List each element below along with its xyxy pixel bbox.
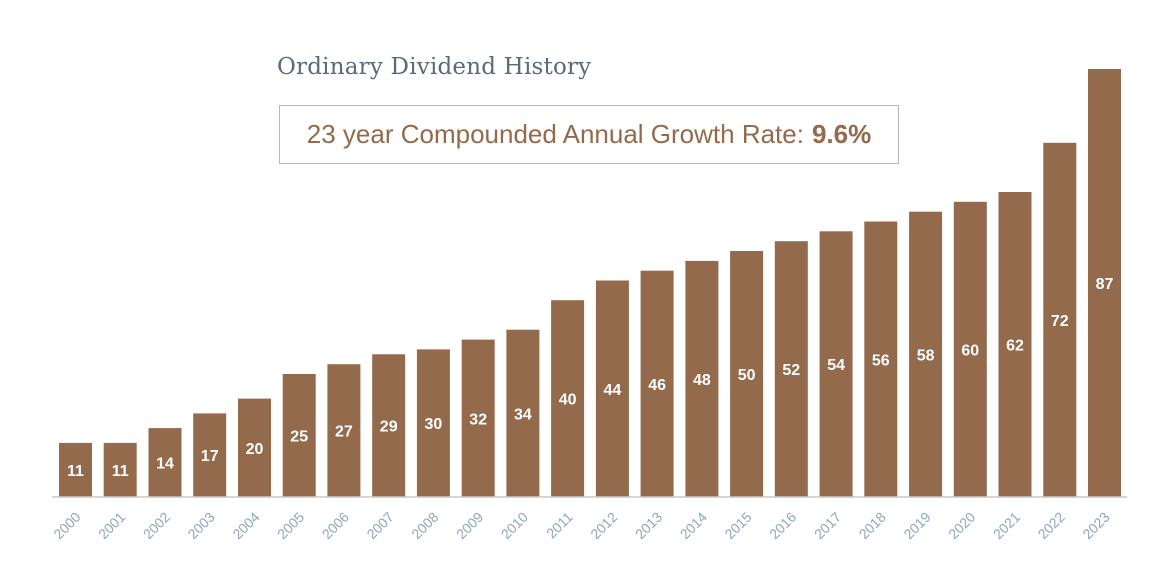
x-tick-label-2000: 2000 (50, 509, 83, 542)
bar-2009 (461, 339, 495, 497)
bar-value-label-2009: 32 (469, 411, 487, 428)
bar-value-label-2019: 58 (917, 347, 935, 364)
x-tick-label-2004: 2004 (229, 509, 262, 542)
bar-2018 (864, 221, 898, 497)
bars-group (59, 69, 1121, 498)
bar-value-label-2002: 14 (156, 456, 174, 473)
x-tick-label-2010: 2010 (498, 509, 531, 542)
bar-value-label-2005: 25 (290, 429, 308, 446)
bar-value-label-2014: 48 (693, 372, 711, 389)
bar-value-label-2021: 62 (1006, 338, 1024, 355)
bar-value-label-2015: 50 (738, 367, 756, 384)
x-tick-label-2023: 2023 (1079, 509, 1112, 542)
bar-value-label-2004: 20 (246, 441, 264, 458)
bar-2003 (193, 413, 227, 497)
bar-2008 (416, 349, 450, 497)
bar-value-label-2018: 56 (872, 352, 890, 369)
x-tick-label-2018: 2018 (856, 509, 889, 542)
bar-2015 (730, 251, 764, 497)
bar-2002 (148, 428, 182, 497)
x-tick-label-2001: 2001 (95, 509, 128, 542)
x-tick-label-2012: 2012 (587, 509, 620, 542)
bar-value-label-2020: 60 (961, 342, 979, 359)
bar-value-label-2022: 72 (1051, 313, 1069, 330)
x-tick-label-2003: 2003 (184, 509, 217, 542)
bar-2023 (1088, 69, 1121, 497)
bar-value-label-2001: 11 (112, 463, 129, 480)
bar-2010 (506, 329, 540, 497)
x-tick-label-2007: 2007 (363, 509, 396, 542)
bar-2001 (103, 442, 137, 497)
bar-2005 (282, 374, 316, 497)
bar-2012 (595, 280, 629, 497)
bar-value-label-2012: 44 (604, 382, 622, 399)
x-tick-label-2019: 2019 (900, 509, 933, 542)
chart-title: Ordinary Dividend History (277, 54, 592, 80)
bar-value-label-2007: 29 (380, 419, 398, 436)
bar-2011 (551, 300, 585, 497)
bar-value-label-2008: 30 (425, 416, 443, 433)
bar-2022 (1043, 142, 1077, 498)
bar-2021 (998, 192, 1032, 497)
x-tick-label-2011: 2011 (543, 509, 576, 542)
bar-2006 (327, 364, 361, 497)
x-tick-label-2017: 2017 (811, 509, 844, 542)
bar-value-label-2000: 11 (67, 463, 84, 480)
x-tick-label-2008: 2008 (408, 509, 441, 542)
bar-2007 (372, 354, 406, 497)
x-tick-label-2006: 2006 (319, 509, 352, 542)
bar-value-label-2010: 34 (514, 406, 532, 423)
cagr-value: 9.6% (811, 119, 872, 149)
x-tick-label-2005: 2005 (274, 509, 307, 542)
bar-2000 (59, 442, 92, 497)
cagr-box: 23 year Compounded Annual Growth Rate: 9… (279, 105, 899, 164)
x-tick-label-2021: 2021 (990, 509, 1023, 542)
bar-2013 (640, 270, 674, 497)
bar-value-label-2016: 52 (782, 362, 800, 379)
x-tick-label-2020: 2020 (945, 509, 978, 542)
bar-2014 (685, 260, 719, 497)
bar-value-label-2011: 40 (559, 392, 577, 409)
bar-value-label-2003: 17 (201, 448, 219, 465)
x-tick-label-2013: 2013 (632, 509, 665, 542)
x-tick-label-2015: 2015 (721, 509, 754, 542)
x-tick-label-2014: 2014 (677, 509, 710, 542)
bar-2017 (819, 231, 853, 498)
bar-2020 (953, 201, 987, 498)
bar-2019 (909, 211, 943, 497)
bar-value-label-2013: 46 (648, 377, 666, 394)
bar-value-label-2006: 27 (335, 424, 353, 441)
bar-labels-group: 11 11 14 17 20 25 27 29 30 32 34 40 44 46 48 50 52 54 56 58… (67, 276, 1113, 480)
bar-value-label-2017: 54 (827, 357, 845, 374)
cagr-label: 23 year Compounded Annual Growth Rate: (306, 119, 804, 149)
bar-2004 (238, 398, 271, 497)
x-tick-label-2022: 2022 (1035, 509, 1068, 542)
tick-labels-group: 2000 2001 2002 2003 2004 2005 2006 2007 2008 2009… (50, 509, 1112, 542)
x-tick-label-2002: 2002 (140, 509, 173, 542)
x-tick-label-2009: 2009 (453, 509, 486, 542)
bar-2016 (774, 241, 808, 497)
bar-value-label-2023: 87 (1096, 276, 1114, 293)
x-tick-label-2016: 2016 (766, 509, 799, 542)
